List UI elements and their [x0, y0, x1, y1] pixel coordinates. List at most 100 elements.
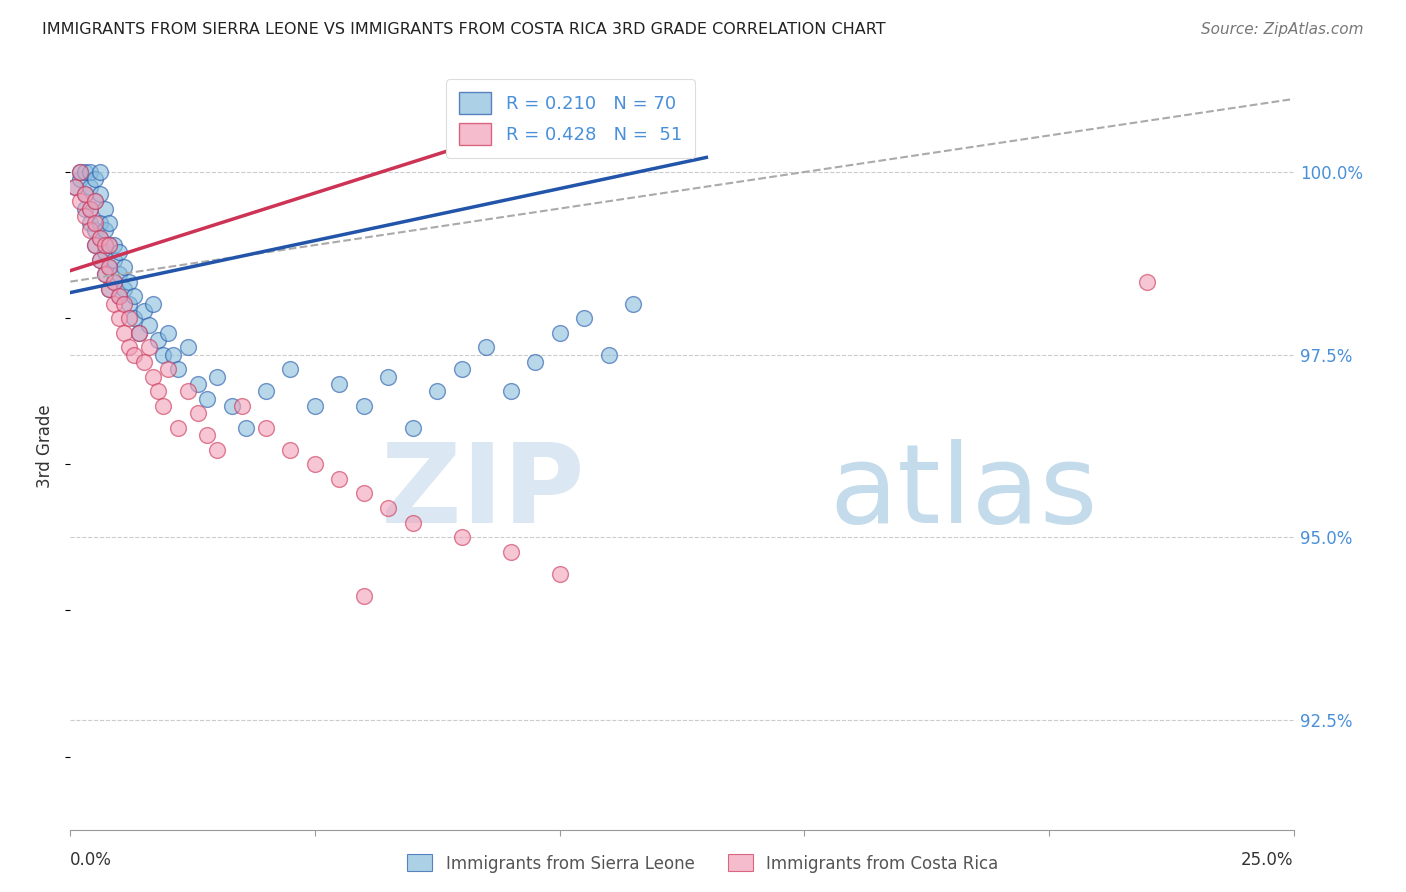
- Point: [128, 326, 150, 340]
- Point: [221, 399, 243, 413]
- Point: [304, 457, 326, 471]
- Point: [93, 238, 115, 252]
- Point: [122, 289, 145, 303]
- Text: atlas: atlas: [830, 439, 1098, 546]
- Point: [69, 165, 91, 179]
- Point: [426, 384, 449, 399]
- Point: [162, 348, 184, 362]
- Point: [524, 355, 547, 369]
- Point: [79, 179, 101, 194]
- Point: [231, 399, 253, 413]
- Point: [108, 268, 131, 282]
- Point: [353, 486, 375, 500]
- Point: [89, 252, 111, 267]
- Point: [402, 421, 425, 435]
- Point: [450, 530, 472, 544]
- Point: [73, 209, 96, 223]
- Point: [353, 589, 375, 603]
- Point: [195, 428, 218, 442]
- Point: [205, 442, 228, 457]
- Legend: Immigrants from Sierra Leone, Immigrants from Costa Rica: Immigrants from Sierra Leone, Immigrants…: [401, 847, 1005, 880]
- Point: [98, 238, 121, 252]
- Point: [93, 268, 115, 282]
- Point: [142, 296, 165, 310]
- Point: [118, 311, 141, 326]
- Point: [254, 384, 277, 399]
- Point: [83, 172, 105, 186]
- Point: [118, 340, 141, 354]
- Point: [89, 216, 111, 230]
- Point: [93, 223, 115, 237]
- Point: [98, 282, 121, 296]
- Point: [83, 238, 105, 252]
- Point: [621, 296, 644, 310]
- Point: [353, 399, 375, 413]
- Point: [63, 179, 86, 194]
- Point: [108, 311, 131, 326]
- Point: [103, 275, 125, 289]
- Point: [548, 326, 571, 340]
- Point: [142, 369, 165, 384]
- Point: [475, 340, 498, 354]
- Point: [108, 245, 131, 260]
- Point: [132, 355, 155, 369]
- Point: [112, 282, 135, 296]
- Point: [122, 311, 145, 326]
- Point: [499, 545, 522, 559]
- Point: [118, 275, 141, 289]
- Point: [73, 186, 96, 201]
- Point: [235, 421, 257, 435]
- Point: [402, 516, 425, 530]
- Point: [377, 501, 399, 516]
- Point: [69, 194, 91, 209]
- Point: [89, 231, 111, 245]
- Point: [598, 348, 620, 362]
- Point: [89, 231, 111, 245]
- Point: [103, 275, 125, 289]
- Point: [89, 186, 111, 201]
- Text: 25.0%: 25.0%: [1241, 852, 1294, 870]
- Point: [377, 369, 399, 384]
- Point: [572, 311, 595, 326]
- Point: [98, 238, 121, 252]
- Text: Source: ZipAtlas.com: Source: ZipAtlas.com: [1201, 22, 1364, 37]
- Point: [148, 333, 170, 347]
- Point: [548, 566, 571, 581]
- Point: [280, 442, 302, 457]
- Point: [138, 340, 160, 354]
- Point: [79, 223, 101, 237]
- Point: [186, 406, 208, 420]
- Text: 0.0%: 0.0%: [70, 852, 112, 870]
- Point: [98, 216, 121, 230]
- Point: [73, 186, 96, 201]
- Point: [79, 216, 101, 230]
- Point: [152, 348, 174, 362]
- Point: [98, 282, 121, 296]
- Point: [128, 326, 150, 340]
- Point: [304, 399, 326, 413]
- Point: [1136, 275, 1159, 289]
- Point: [103, 238, 125, 252]
- Point: [450, 362, 472, 376]
- Point: [63, 179, 86, 194]
- Point: [112, 260, 135, 274]
- Point: [83, 223, 105, 237]
- Point: [157, 362, 180, 376]
- Point: [93, 202, 115, 216]
- Point: [108, 289, 131, 303]
- Point: [205, 369, 228, 384]
- Point: [112, 326, 135, 340]
- Point: [118, 296, 141, 310]
- Point: [83, 216, 105, 230]
- Point: [108, 289, 131, 303]
- Point: [79, 202, 101, 216]
- Point: [79, 202, 101, 216]
- Point: [112, 296, 135, 310]
- Point: [69, 172, 91, 186]
- Text: IMMIGRANTS FROM SIERRA LEONE VS IMMIGRANTS FROM COSTA RICA 3RD GRADE CORRELATION: IMMIGRANTS FROM SIERRA LEONE VS IMMIGRAN…: [42, 22, 886, 37]
- Point: [138, 318, 160, 333]
- Y-axis label: 3rd Grade: 3rd Grade: [37, 404, 55, 488]
- Point: [177, 384, 200, 399]
- Point: [83, 194, 105, 209]
- Point: [157, 326, 180, 340]
